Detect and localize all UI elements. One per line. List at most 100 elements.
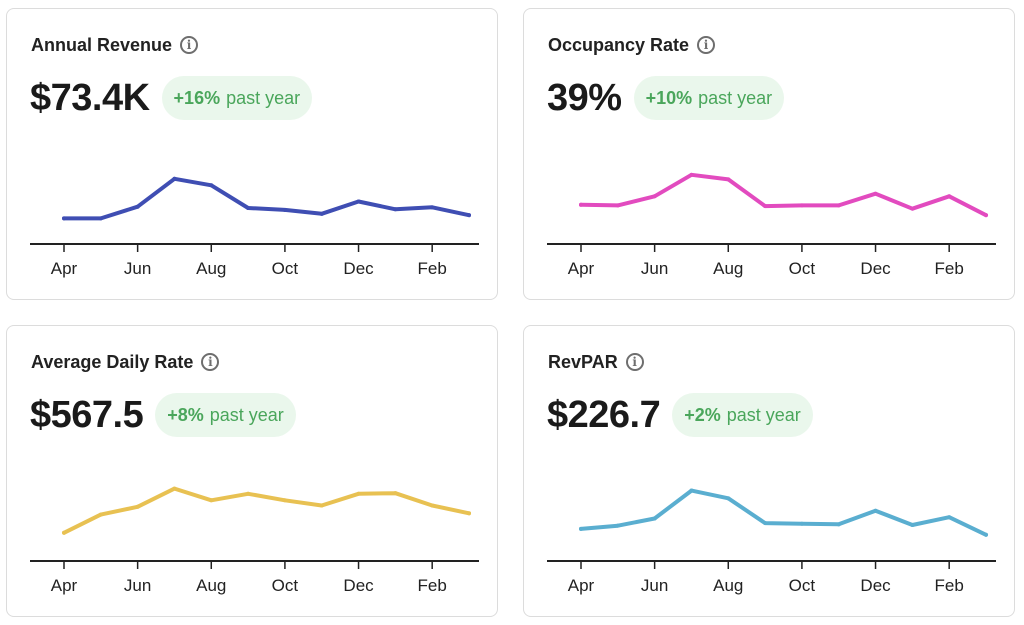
- data-point: [356, 199, 361, 204]
- x-axis-tick-label: Oct: [789, 259, 816, 278]
- data-point: [393, 207, 398, 212]
- data-point: [172, 486, 177, 491]
- data-point: [430, 503, 435, 508]
- x-axis-tick-label: Feb: [418, 259, 447, 278]
- sparkline-chart: Apr Jun Aug Oct Dec Feb: [30, 176, 479, 278]
- x-axis-tick-label: Aug: [196, 259, 226, 278]
- data-point: [282, 207, 287, 212]
- card-title: Occupancy Rate: [548, 34, 690, 55]
- x-axis-tick-label: Aug: [196, 576, 226, 595]
- card-value: $226.7: [547, 393, 661, 436]
- data-point: [319, 211, 324, 216]
- x-axis-tick-label: Apr: [51, 576, 78, 595]
- value-row: $567.5 +8% past year: [30, 393, 296, 437]
- data-point: [172, 176, 177, 181]
- annual-revenue-card: Annual Revenue i $73.4K +16% past year A…: [6, 8, 498, 300]
- change-text: past year: [226, 87, 301, 108]
- data-point: [615, 203, 620, 208]
- data-point: [135, 204, 140, 209]
- x-axis-tick-label: Feb: [418, 576, 447, 595]
- change-text: past year: [209, 404, 284, 425]
- value-row: 39% +10% past year: [547, 76, 785, 120]
- x-axis-tick-label: Dec: [860, 259, 891, 278]
- data-point: [98, 512, 103, 517]
- data-point: [209, 183, 214, 188]
- data-point: [984, 213, 988, 218]
- x-axis-tick-label: Feb: [935, 576, 964, 595]
- data-point: [726, 496, 731, 501]
- info-icon[interactable]: i: [201, 353, 220, 371]
- data-point: [246, 206, 251, 210]
- card-header: Occupancy Rate i: [548, 34, 716, 56]
- x-axis-tick-label: Jun: [641, 576, 668, 595]
- data-point: [689, 488, 694, 493]
- series-line: [62, 176, 471, 221]
- data-point: [836, 203, 841, 208]
- data-point: [652, 194, 657, 199]
- data-point: [615, 523, 620, 528]
- x-axis-tick-label: Dec: [860, 576, 891, 595]
- data-point: [135, 504, 140, 509]
- data-point: [319, 503, 324, 508]
- data-point: [984, 532, 988, 537]
- data-point: [947, 515, 952, 520]
- sparkline-chart: Apr Jun Aug Oct Dec Feb: [547, 172, 996, 278]
- series-line: [579, 172, 988, 218]
- data-point: [579, 526, 583, 531]
- data-point: [873, 191, 878, 196]
- change-value: +16%: [173, 87, 221, 108]
- change-text: past year: [726, 404, 801, 425]
- x-axis-tick-label: Jun: [124, 576, 151, 595]
- x-axis-tick-label: Apr: [568, 259, 595, 278]
- series-line: [62, 486, 471, 535]
- data-point: [467, 511, 471, 516]
- info-icon[interactable]: i: [180, 36, 199, 54]
- change-value: +10%: [645, 87, 693, 108]
- card-title: Annual Revenue: [31, 34, 173, 55]
- x-axis-tick-label: Dec: [343, 576, 374, 595]
- sparkline-chart: Apr Jun Aug Oct Dec Feb: [547, 488, 996, 595]
- x-axis-tick-label: Oct: [272, 259, 299, 278]
- value-row: $73.4K +16% past year: [30, 76, 313, 120]
- x-axis-tick-label: Oct: [272, 576, 299, 595]
- data-point: [430, 205, 435, 210]
- change-badge: +10% past year: [633, 76, 785, 120]
- data-point: [62, 530, 66, 535]
- x-axis-tick-label: Aug: [713, 576, 743, 595]
- x-axis-tick-label: Feb: [935, 259, 964, 278]
- change-value: +2%: [684, 404, 721, 425]
- card-header: Annual Revenue i: [31, 34, 199, 56]
- info-icon[interactable]: i: [625, 353, 644, 371]
- data-point: [62, 216, 66, 221]
- occupancy-rate-card: Occupancy Rate i 39% +10% past year Apr J…: [523, 8, 1015, 300]
- data-point: [98, 216, 103, 221]
- data-point: [356, 491, 361, 496]
- x-axis-tick-label: Oct: [789, 576, 816, 595]
- series-line: [579, 488, 988, 537]
- x-axis-tick-label: Jun: [124, 259, 151, 278]
- change-text: past year: [698, 87, 773, 108]
- x-axis-tick-label: Apr: [568, 576, 595, 595]
- x-axis-tick-label: Apr: [51, 259, 78, 278]
- average-daily-rate-card: Average Daily Rate i $567.5 +8% past yea…: [6, 325, 498, 617]
- data-point: [652, 516, 657, 521]
- card-header: Average Daily Rate i: [31, 351, 220, 373]
- sparkline-chart: Apr Jun Aug Oct Dec Feb: [30, 486, 479, 595]
- data-point: [393, 491, 398, 496]
- data-point: [579, 202, 583, 207]
- info-icon[interactable]: i: [697, 36, 716, 54]
- x-axis-tick-label: Aug: [713, 259, 743, 278]
- data-point: [726, 177, 731, 182]
- data-point: [689, 172, 694, 177]
- data-point: [763, 204, 768, 209]
- change-badge: +2% past year: [672, 393, 813, 437]
- x-axis-tick-label: Jun: [641, 259, 668, 278]
- card-value: $73.4K: [30, 76, 150, 119]
- card-title: Average Daily Rate: [31, 351, 194, 372]
- card-title: RevPAR: [548, 351, 618, 372]
- x-axis-tick-label: Dec: [343, 259, 374, 278]
- card-header: RevPAR i: [548, 351, 644, 373]
- revpar-card: RevPAR i $226.7 +2% past year Apr Jun Aug O…: [523, 325, 1015, 617]
- card-value: 39%: [547, 76, 622, 119]
- change-badge: +8% past year: [155, 393, 296, 437]
